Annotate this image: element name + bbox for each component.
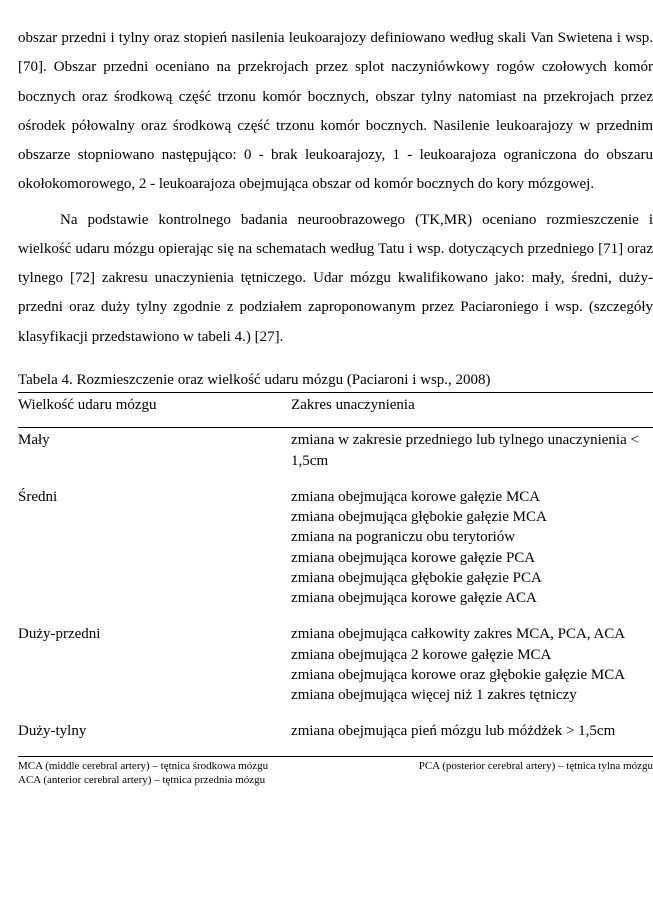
- cell-range: zmiana obejmująca korowe gałęzie MCAzmia…: [291, 485, 653, 623]
- cell-range: zmiana obejmująca całkowity zakres MCA, …: [291, 622, 653, 719]
- cell-range: zmiana obejmująca pień mózgu lub móżdżek…: [291, 719, 653, 756]
- footnote-pca: PCA (posterior cerebral artery) – tętnic…: [419, 759, 653, 774]
- table-header-range: Zakres unaczynienia: [291, 393, 653, 428]
- table-row: Duży-przedni zmiana obejmująca całkowity…: [18, 622, 653, 719]
- table-row: Średni zmiana obejmująca korowe gałęzie …: [18, 485, 653, 623]
- cell-size: Duży-przedni: [18, 622, 291, 719]
- body-paragraph-1: obszar przedni i tylny oraz stopień nasi…: [18, 24, 653, 200]
- document-page: obszar przedni i tylny oraz stopień nasi…: [0, 0, 653, 901]
- stroke-size-table: Wielkość udaru mózgu Zakres unaczynienia…: [18, 392, 653, 757]
- table-header-row: Wielkość udaru mózgu Zakres unaczynienia: [18, 393, 653, 428]
- body-paragraph-2: Na podstawie kontrolnego badania neuroob…: [18, 206, 653, 352]
- footnote-mca: MCA (middle cerebral artery) – tętnica ś…: [18, 759, 268, 774]
- table-row: Mały zmiana w zakresie przedniego lub ty…: [18, 428, 653, 485]
- cell-size: Średni: [18, 485, 291, 623]
- cell-range: zmiana w zakresie przedniego lub tylnego…: [291, 428, 653, 485]
- table-row: Duży-tylny zmiana obejmująca pień mózgu …: [18, 719, 653, 756]
- table-footnote-row1: MCA (middle cerebral artery) – tętnica ś…: [18, 759, 653, 774]
- table-caption: Tabela 4. Rozmieszczenie oraz wielkość u…: [18, 370, 653, 390]
- cell-size: Duży-tylny: [18, 719, 291, 756]
- footnote-aca: ACA (anterior cerebral artery) – tętnica…: [18, 773, 653, 788]
- cell-size: Mały: [18, 428, 291, 485]
- table-header-size: Wielkość udaru mózgu: [18, 393, 291, 428]
